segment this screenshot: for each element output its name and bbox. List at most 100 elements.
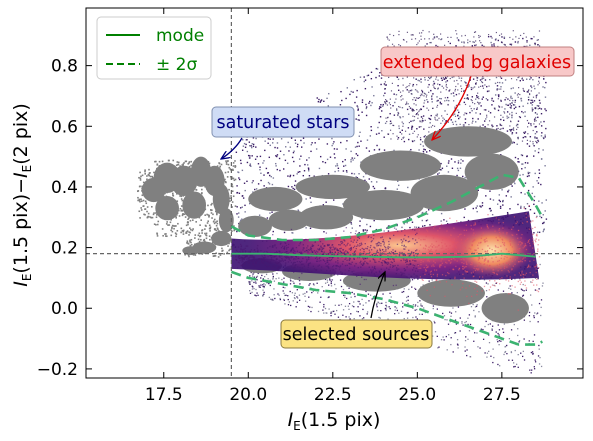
density-point xyxy=(358,145,360,147)
density-point xyxy=(528,89,530,91)
density-point xyxy=(402,254,404,256)
density-point xyxy=(475,207,477,209)
density-point xyxy=(465,229,468,232)
density-point xyxy=(511,142,514,144)
density-point xyxy=(397,84,399,87)
density-point xyxy=(420,126,422,128)
density-point xyxy=(472,120,474,122)
density-point xyxy=(140,207,142,209)
gray-outlier-blob xyxy=(342,189,425,221)
density-point xyxy=(158,171,160,174)
density-point xyxy=(515,132,518,134)
density-point xyxy=(318,167,321,170)
density-point xyxy=(454,88,457,91)
density-point xyxy=(287,243,290,246)
density-point xyxy=(453,95,455,97)
density-point xyxy=(199,196,201,198)
density-point xyxy=(444,44,446,46)
density-point xyxy=(411,38,413,40)
density-point xyxy=(417,305,419,307)
density-point xyxy=(407,127,410,129)
density-point xyxy=(500,99,502,101)
density-point xyxy=(404,269,407,271)
density-point xyxy=(455,251,457,253)
density-point xyxy=(404,130,407,132)
density-point xyxy=(297,209,299,211)
density-point xyxy=(389,307,391,310)
density-point xyxy=(214,228,217,230)
density-point xyxy=(335,288,337,290)
density-point xyxy=(166,191,168,194)
density-point xyxy=(413,139,416,142)
density-point xyxy=(307,263,310,265)
density-point xyxy=(443,118,445,120)
density-point xyxy=(453,257,455,259)
density-point xyxy=(317,292,319,294)
density-point xyxy=(374,261,376,263)
density-point xyxy=(431,107,434,110)
density-point xyxy=(289,290,291,293)
density-point xyxy=(264,264,266,266)
density-point xyxy=(339,250,341,252)
density-point xyxy=(386,36,388,38)
density-point xyxy=(399,117,402,119)
density-point xyxy=(138,199,141,202)
density-point xyxy=(255,276,258,278)
density-point xyxy=(507,213,509,215)
density-point xyxy=(225,225,228,228)
density-point xyxy=(531,99,533,102)
density-point xyxy=(220,202,223,204)
density-point xyxy=(198,164,201,167)
density-point xyxy=(249,155,251,157)
density-point xyxy=(330,246,332,249)
density-point xyxy=(210,184,213,186)
density-point xyxy=(413,251,415,254)
density-point xyxy=(370,71,373,74)
density-point xyxy=(299,241,302,244)
density-point xyxy=(482,77,485,79)
density-point xyxy=(287,270,289,272)
density-point xyxy=(518,76,520,78)
density-point xyxy=(307,266,309,268)
density-point xyxy=(488,85,490,87)
density-point xyxy=(441,85,443,88)
density-point xyxy=(500,340,502,342)
density-point xyxy=(241,169,244,172)
density-point xyxy=(368,150,371,152)
density-point xyxy=(479,276,481,278)
density-point xyxy=(198,232,201,235)
density-point xyxy=(474,31,477,33)
density-point xyxy=(454,161,456,163)
density-point xyxy=(173,211,175,213)
density-point xyxy=(522,112,524,114)
density-point xyxy=(310,201,312,204)
density-point xyxy=(275,262,277,264)
density-point xyxy=(362,175,365,178)
density-point xyxy=(283,246,286,249)
density-point xyxy=(510,78,513,80)
density-point xyxy=(216,227,219,229)
density-point xyxy=(453,254,456,256)
density-point xyxy=(343,165,345,167)
density-point xyxy=(331,144,333,147)
density-point xyxy=(424,38,426,40)
density-point xyxy=(446,165,448,167)
density-point xyxy=(312,265,315,267)
density-point xyxy=(449,217,451,219)
density-point xyxy=(493,284,495,287)
density-point xyxy=(296,173,298,175)
density-point xyxy=(229,175,232,178)
density-point xyxy=(344,159,346,161)
density-point xyxy=(486,85,488,88)
density-point xyxy=(305,227,307,229)
density-point xyxy=(424,238,426,241)
density-point xyxy=(217,234,220,237)
density-point xyxy=(158,188,160,191)
density-point xyxy=(408,90,410,92)
density-point xyxy=(351,261,353,263)
density-point xyxy=(487,323,490,326)
density-point xyxy=(148,168,150,171)
density-point xyxy=(463,42,465,44)
density-point xyxy=(417,79,419,82)
density-point xyxy=(308,262,310,265)
